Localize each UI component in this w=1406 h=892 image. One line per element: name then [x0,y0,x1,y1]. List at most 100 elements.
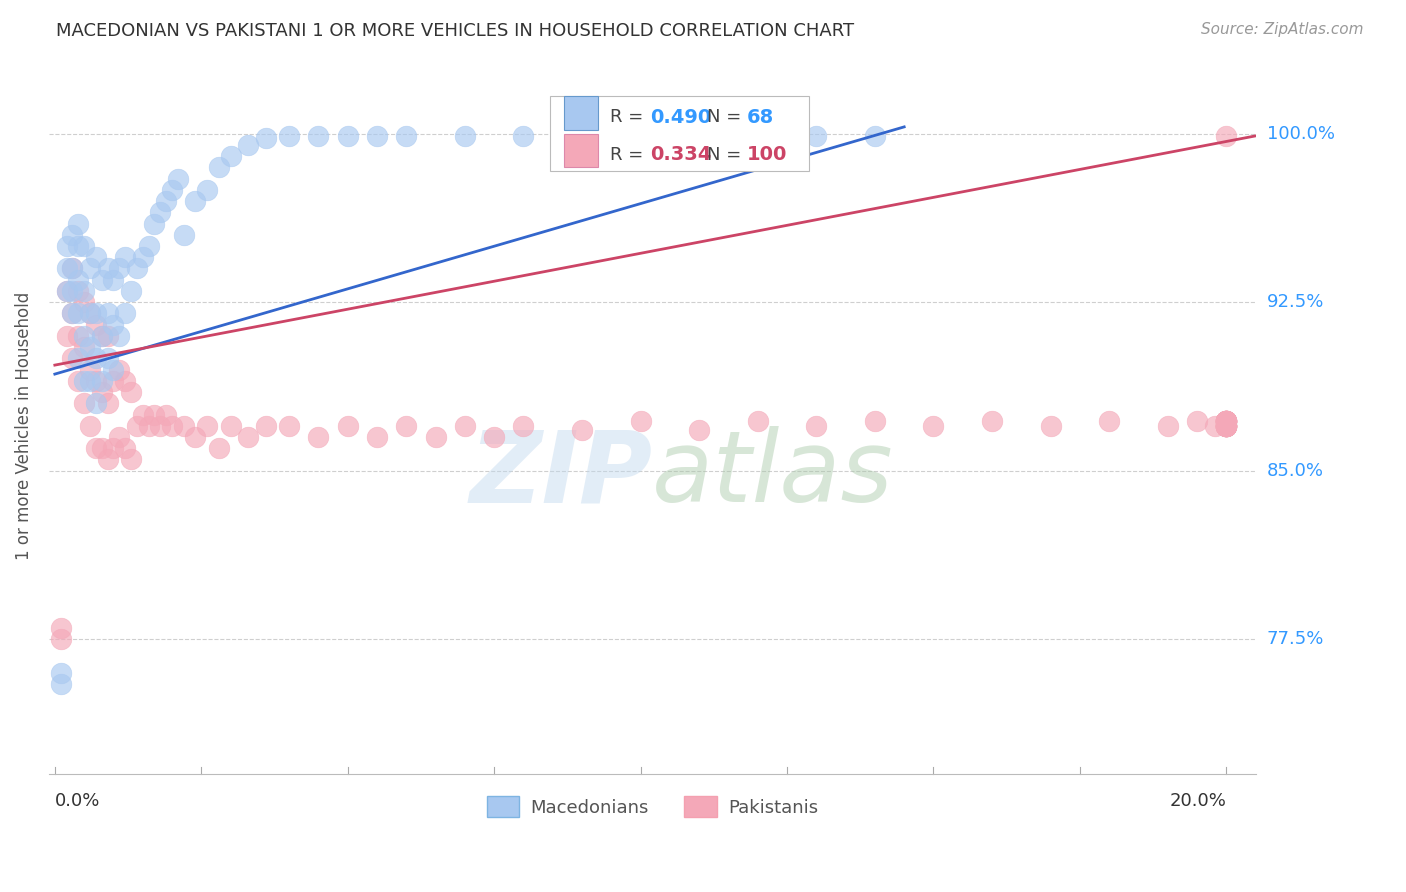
Point [1098,414,1121,428]
Point [55,284,77,298]
Point [173,227,195,242]
Point [84,306,107,320]
Point [120,385,142,400]
Point [1215,418,1237,433]
Text: 20.0%: 20.0% [1170,792,1226,810]
Point [60,306,83,320]
Point [96,329,118,343]
Point [155,408,177,422]
Point [208,442,231,456]
Point [219,418,242,433]
Point [84,318,107,332]
Text: 100.0%: 100.0% [1267,125,1334,143]
Point [336,128,359,143]
Point [55,329,77,343]
Point [747,128,769,143]
Point [67,217,90,231]
Point [454,418,477,433]
Point [1215,414,1237,428]
Point [67,329,90,343]
Point [103,442,125,456]
FancyBboxPatch shape [550,96,810,171]
Point [1215,418,1237,433]
Text: R =: R = [610,146,650,164]
Point [1215,418,1237,433]
Point [1185,414,1208,428]
Point [278,128,301,143]
Point [166,171,188,186]
Point [67,273,90,287]
Point [195,418,218,433]
Point [1215,414,1237,428]
Point [114,250,136,264]
Point [79,340,101,354]
Point [1215,418,1237,433]
Point [806,128,828,143]
Text: 0.334: 0.334 [650,145,711,164]
Point [336,418,359,433]
Point [149,418,172,433]
Point [512,128,534,143]
Point [1215,414,1237,428]
Point [96,351,118,366]
Point [67,306,90,320]
Point [1215,414,1237,428]
Point [73,329,96,343]
Point [208,161,231,175]
Point [60,227,83,242]
Point [90,374,112,388]
Point [108,329,131,343]
Point [149,205,172,219]
Point [103,318,125,332]
Point [114,442,136,456]
Point [395,418,418,433]
Point [1039,418,1062,433]
Point [60,351,83,366]
Point [922,418,945,433]
Point [630,128,652,143]
Point [173,418,195,433]
Legend: Macedonians, Pakistanis: Macedonians, Pakistanis [479,789,825,824]
Point [84,396,107,410]
Point [236,430,259,444]
Point [79,261,101,276]
Point [103,273,125,287]
Point [84,250,107,264]
Point [73,396,96,410]
Point [806,418,828,433]
Y-axis label: 1 or more Vehicles in Household: 1 or more Vehicles in Household [15,292,32,560]
Text: atlas: atlas [652,426,894,523]
Point [1215,418,1237,433]
Point [512,418,534,433]
Point [67,239,90,253]
Point [73,295,96,310]
Point [84,374,107,388]
Point [1215,414,1237,428]
Point [425,430,447,444]
Point [1215,418,1237,433]
Point [571,423,593,437]
Point [131,250,153,264]
Point [103,374,125,388]
Point [688,423,710,437]
Point [60,284,83,298]
Point [79,362,101,376]
Point [103,362,125,376]
Text: ZIP: ZIP [470,426,652,523]
Point [1215,418,1237,433]
Point [67,284,90,298]
Point [73,284,96,298]
Point [90,329,112,343]
Point [143,217,166,231]
Point [1215,418,1237,433]
Point [108,261,131,276]
Point [79,306,101,320]
Point [138,239,160,253]
Point [96,306,118,320]
Point [125,418,148,433]
Text: 77.5%: 77.5% [1267,631,1324,648]
Point [307,128,329,143]
Point [90,329,112,343]
Text: 100: 100 [747,145,787,164]
Point [96,396,118,410]
